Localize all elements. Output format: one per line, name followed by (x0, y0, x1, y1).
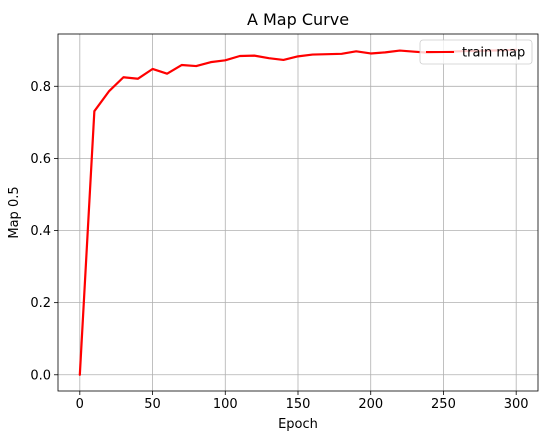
legend: train map (419, 39, 533, 65)
x-tick-label: 300 (504, 397, 529, 412)
x-axis-ticks: 0 50 100 150 200 250 300 (76, 391, 529, 412)
y-axis-label: Map 0.5 (7, 186, 22, 238)
y-tick-label: 0.4 (30, 224, 51, 239)
x-axis-label: Epoch (278, 417, 318, 432)
y-tick-label: 0.6 (30, 152, 51, 167)
legend-label-train-map: train map (462, 46, 525, 61)
x-tick-label: 50 (144, 397, 161, 412)
y-axis-ticks: 0.0 0.2 0.4 0.6 0.8 (30, 80, 58, 383)
y-tick-label: 0.0 (30, 368, 51, 383)
chart-title: A Map Curve (247, 10, 349, 29)
grid (58, 34, 538, 391)
y-tick-label: 0.8 (30, 80, 51, 95)
legend-box (419, 39, 533, 65)
x-tick-label: 100 (213, 397, 238, 412)
x-tick-label: 200 (358, 397, 383, 412)
x-tick-label: 250 (431, 397, 456, 412)
x-tick-label: 150 (286, 397, 311, 412)
x-tick-label: 0 (76, 397, 84, 412)
y-tick-label: 0.2 (30, 296, 51, 311)
